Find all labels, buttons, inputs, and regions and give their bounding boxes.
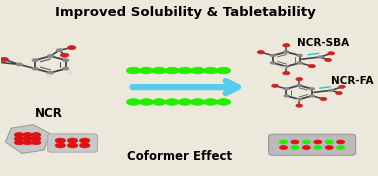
Circle shape (309, 88, 314, 90)
Circle shape (279, 146, 288, 149)
Circle shape (31, 133, 41, 137)
Circle shape (279, 140, 288, 144)
Circle shape (16, 63, 22, 66)
Circle shape (14, 133, 24, 137)
Circle shape (217, 67, 231, 74)
Text: NCR-SBA: NCR-SBA (297, 39, 349, 48)
Circle shape (314, 146, 322, 149)
Circle shape (23, 136, 33, 141)
FancyBboxPatch shape (269, 134, 356, 155)
Circle shape (297, 54, 302, 57)
Circle shape (31, 136, 41, 141)
Circle shape (328, 52, 335, 55)
Circle shape (56, 49, 62, 52)
Circle shape (63, 59, 69, 62)
Circle shape (297, 84, 302, 87)
Circle shape (325, 146, 333, 149)
Circle shape (217, 99, 231, 105)
Polygon shape (6, 125, 50, 153)
Circle shape (337, 140, 345, 144)
Circle shape (60, 53, 69, 57)
Circle shape (281, 67, 285, 69)
Circle shape (308, 64, 315, 68)
Circle shape (178, 67, 192, 74)
Circle shape (23, 140, 33, 145)
Circle shape (291, 140, 299, 144)
Circle shape (47, 55, 54, 58)
Circle shape (284, 95, 289, 97)
Circle shape (272, 84, 279, 87)
Circle shape (67, 71, 73, 73)
Text: Improved Solubility & Tabletability: Improved Solubility & Tabletability (54, 6, 315, 19)
Circle shape (270, 62, 276, 64)
Circle shape (67, 138, 78, 143)
Circle shape (329, 89, 334, 92)
Circle shape (79, 143, 90, 148)
Circle shape (191, 99, 205, 105)
Circle shape (283, 71, 290, 75)
Circle shape (283, 44, 290, 47)
Circle shape (204, 67, 218, 74)
Circle shape (55, 138, 65, 143)
Circle shape (339, 85, 345, 88)
Circle shape (178, 99, 192, 105)
Circle shape (32, 67, 38, 70)
Circle shape (294, 100, 298, 102)
Circle shape (63, 67, 69, 70)
Circle shape (325, 140, 333, 144)
Circle shape (297, 62, 302, 64)
FancyBboxPatch shape (48, 134, 98, 152)
Circle shape (296, 104, 303, 107)
Circle shape (270, 54, 276, 57)
Text: NCR-FA: NCR-FA (332, 76, 374, 86)
Circle shape (46, 74, 51, 77)
Circle shape (47, 71, 54, 74)
Circle shape (126, 67, 140, 74)
Circle shape (14, 140, 24, 145)
Text: NCR: NCR (35, 107, 62, 120)
Circle shape (32, 59, 38, 62)
Circle shape (314, 140, 322, 144)
Circle shape (297, 98, 302, 101)
Circle shape (79, 138, 90, 143)
Circle shape (291, 146, 299, 149)
Circle shape (165, 99, 179, 105)
Circle shape (302, 146, 310, 149)
Circle shape (55, 143, 65, 148)
Circle shape (325, 58, 332, 62)
Circle shape (296, 77, 303, 81)
Text: Coformer Effect: Coformer Effect (127, 150, 232, 163)
Circle shape (14, 136, 24, 141)
Circle shape (126, 99, 140, 105)
Circle shape (204, 99, 218, 105)
Circle shape (302, 140, 310, 144)
Circle shape (257, 51, 264, 54)
Circle shape (337, 146, 345, 149)
Circle shape (31, 140, 41, 145)
Circle shape (336, 92, 342, 95)
Circle shape (309, 95, 314, 97)
Circle shape (284, 65, 289, 68)
Circle shape (67, 143, 78, 148)
Circle shape (318, 56, 323, 58)
Circle shape (152, 99, 166, 105)
Circle shape (67, 46, 76, 50)
Circle shape (284, 51, 289, 53)
Circle shape (139, 99, 153, 105)
Circle shape (152, 67, 166, 74)
Circle shape (23, 133, 33, 137)
Circle shape (284, 88, 289, 90)
Circle shape (0, 57, 8, 61)
Circle shape (191, 67, 205, 74)
Circle shape (165, 67, 179, 74)
Circle shape (320, 97, 327, 101)
Circle shape (139, 67, 153, 74)
